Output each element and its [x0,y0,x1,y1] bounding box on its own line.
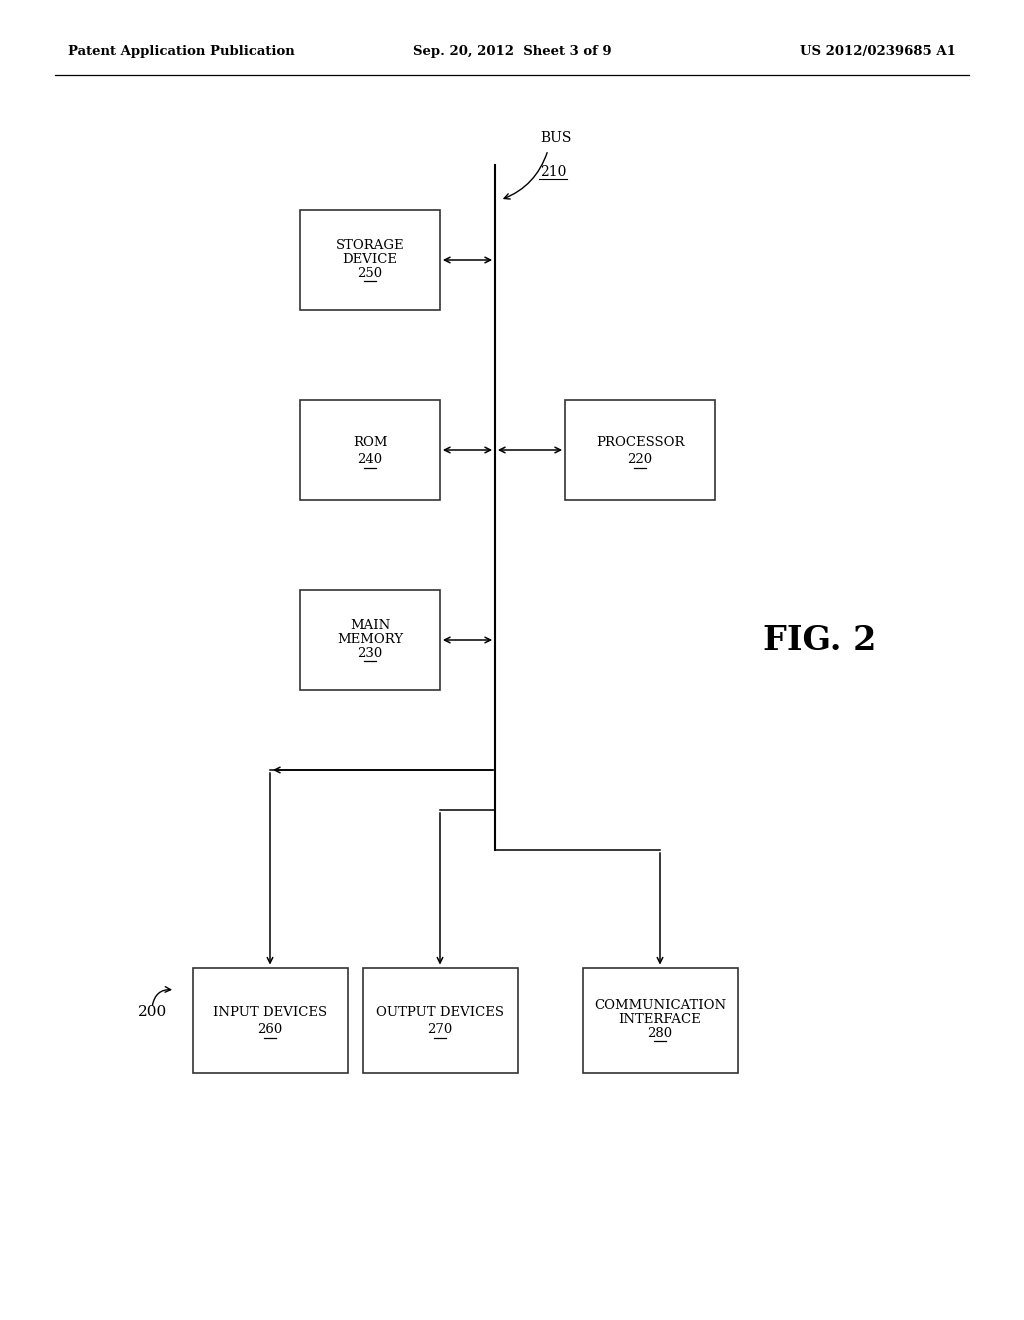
Text: 240: 240 [357,453,383,466]
Text: FIG. 2: FIG. 2 [763,623,877,656]
Text: MEMORY: MEMORY [337,634,403,647]
Text: 250: 250 [357,267,383,280]
Text: BUS: BUS [540,131,571,145]
Text: 220: 220 [628,453,652,466]
Text: MAIN: MAIN [350,619,390,631]
Text: 260: 260 [257,1023,283,1036]
Bar [300,210,440,310]
Text: ROM: ROM [352,436,387,449]
Text: US 2012/0239685 A1: US 2012/0239685 A1 [800,45,956,58]
Bar [300,400,440,500]
Bar [300,590,440,690]
Text: COMMUNICATION: COMMUNICATION [594,998,726,1011]
Text: PROCESSOR: PROCESSOR [596,436,684,449]
Text: INTERFACE: INTERFACE [618,1014,701,1026]
Text: Sep. 20, 2012  Sheet 3 of 9: Sep. 20, 2012 Sheet 3 of 9 [413,45,611,58]
Text: Patent Application Publication: Patent Application Publication [68,45,295,58]
Text: 270: 270 [427,1023,453,1036]
Text: 230: 230 [357,647,383,660]
Text: STORAGE: STORAGE [336,239,404,252]
Text: DEVICE: DEVICE [342,253,397,267]
Text: 200: 200 [138,1005,167,1019]
Text: 210: 210 [540,165,566,180]
Bar [362,968,517,1072]
Bar [583,968,737,1072]
Bar [193,968,347,1072]
Bar [565,400,715,500]
Text: 280: 280 [647,1027,673,1040]
Text: OUTPUT DEVICES: OUTPUT DEVICES [376,1006,504,1019]
Text: INPUT DEVICES: INPUT DEVICES [213,1006,327,1019]
